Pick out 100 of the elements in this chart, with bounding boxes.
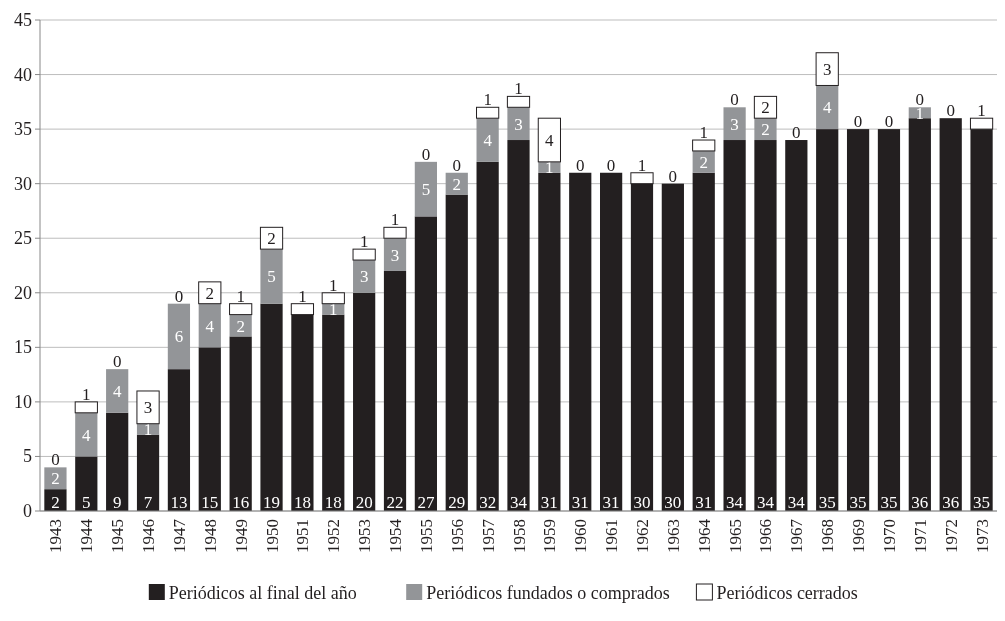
bar xyxy=(445,172,468,195)
x-tick-label: 1951 xyxy=(293,519,313,553)
bar xyxy=(259,226,284,250)
x-tick-label: 1944 xyxy=(77,518,97,553)
data-label: 1 xyxy=(82,384,91,404)
bar xyxy=(353,260,376,293)
data-label: 2 xyxy=(51,469,60,489)
data-label: 31 xyxy=(695,493,713,512)
data-label: 1 xyxy=(329,300,338,320)
bar xyxy=(321,292,345,305)
legend-label: Periódicos fundados o comprados xyxy=(426,583,670,603)
data-label: 1 xyxy=(298,286,307,306)
bar xyxy=(908,118,931,511)
x-tick-label: 1967 xyxy=(787,518,807,553)
y-tick-label: 0 xyxy=(23,501,32,521)
x-tick-label: 1972 xyxy=(941,519,961,553)
x-tick-label: 1973 xyxy=(972,519,992,553)
data-label: 0 xyxy=(575,155,585,175)
bar xyxy=(877,129,901,511)
data-label: 34 xyxy=(756,493,775,512)
bar xyxy=(723,140,746,511)
x-tick-label: 1954 xyxy=(386,518,406,553)
x-tick-label: 1948 xyxy=(200,519,220,553)
bar xyxy=(908,107,931,119)
data-label: 3 xyxy=(822,60,832,80)
data-label: 4 xyxy=(112,381,122,401)
data-label: 9 xyxy=(112,493,122,512)
bar xyxy=(816,129,839,511)
bar xyxy=(44,467,67,490)
y-tick-label: 15 xyxy=(14,337,32,358)
data-label: 2 xyxy=(205,283,215,303)
y-tick-label: 5 xyxy=(23,446,32,467)
x-tick-label: 1968 xyxy=(818,519,838,553)
data-label: 15 xyxy=(201,493,219,512)
bar xyxy=(692,139,716,152)
data-label: 34 xyxy=(787,493,806,512)
bar xyxy=(507,107,530,141)
data-label: 1 xyxy=(329,275,338,295)
bar xyxy=(322,314,345,511)
bar xyxy=(75,456,98,511)
data-label: 4 xyxy=(205,316,215,336)
data-label: 7 xyxy=(143,493,153,512)
bar xyxy=(229,336,252,511)
x-tick-label: 1947 xyxy=(169,518,189,553)
data-label: 0 xyxy=(792,123,801,143)
bar xyxy=(414,216,437,511)
data-label: 1 xyxy=(143,420,153,440)
data-label: 34 xyxy=(510,493,528,512)
data-label: 4 xyxy=(82,425,92,445)
x-tick-label: 1949 xyxy=(231,519,251,553)
bar xyxy=(106,412,129,511)
x-tick-label: 1946 xyxy=(139,519,159,553)
bar xyxy=(136,434,160,511)
data-label: 1 xyxy=(977,101,986,121)
x-tick-label: 1957 xyxy=(478,518,498,553)
x-tick-label: 1958 xyxy=(509,519,529,553)
data-label: 5 xyxy=(267,267,276,287)
bar xyxy=(353,292,376,511)
bar xyxy=(476,106,500,119)
bar xyxy=(44,489,67,511)
bar xyxy=(229,303,253,316)
data-label: 34 xyxy=(726,493,744,512)
x-tick-label: 1945 xyxy=(108,519,128,553)
bar xyxy=(167,369,191,511)
data-label: 3 xyxy=(359,267,369,287)
data-label: 35 xyxy=(880,493,898,512)
x-tick-label: 1966 xyxy=(756,519,776,553)
bar xyxy=(75,412,98,457)
bar xyxy=(260,303,283,511)
bar xyxy=(260,249,283,304)
data-label: 1 xyxy=(359,232,369,252)
bar xyxy=(939,118,962,511)
data-label: 6 xyxy=(174,327,184,347)
x-tick-label: 1952 xyxy=(324,519,344,553)
data-label: 3 xyxy=(143,398,153,418)
legend-label: Periódicos cerrados xyxy=(716,583,858,603)
data-label: 35 xyxy=(973,493,991,512)
data-label: 13 xyxy=(170,493,188,512)
data-label: 27 xyxy=(417,493,435,512)
data-label: 29 xyxy=(448,493,466,512)
bar xyxy=(815,52,839,86)
data-label: 18 xyxy=(293,493,311,512)
x-tick-label: 1962 xyxy=(632,519,652,553)
bar xyxy=(537,117,561,163)
y-tick-label: 25 xyxy=(14,228,32,249)
data-label: 32 xyxy=(479,493,497,512)
data-label: 22 xyxy=(386,493,404,512)
data-label: 1 xyxy=(545,158,554,178)
data-label: 2 xyxy=(267,229,276,249)
data-label: 16 xyxy=(232,493,250,512)
data-label: 0 xyxy=(174,286,184,306)
data-label: 0 xyxy=(421,144,431,164)
bar xyxy=(74,401,98,414)
data-label: 2 xyxy=(51,493,60,512)
bar xyxy=(167,303,191,370)
bar xyxy=(476,161,499,511)
bar xyxy=(383,226,407,239)
data-label: 35 xyxy=(818,493,836,512)
data-label: 2 xyxy=(761,120,770,140)
bar xyxy=(383,270,407,511)
